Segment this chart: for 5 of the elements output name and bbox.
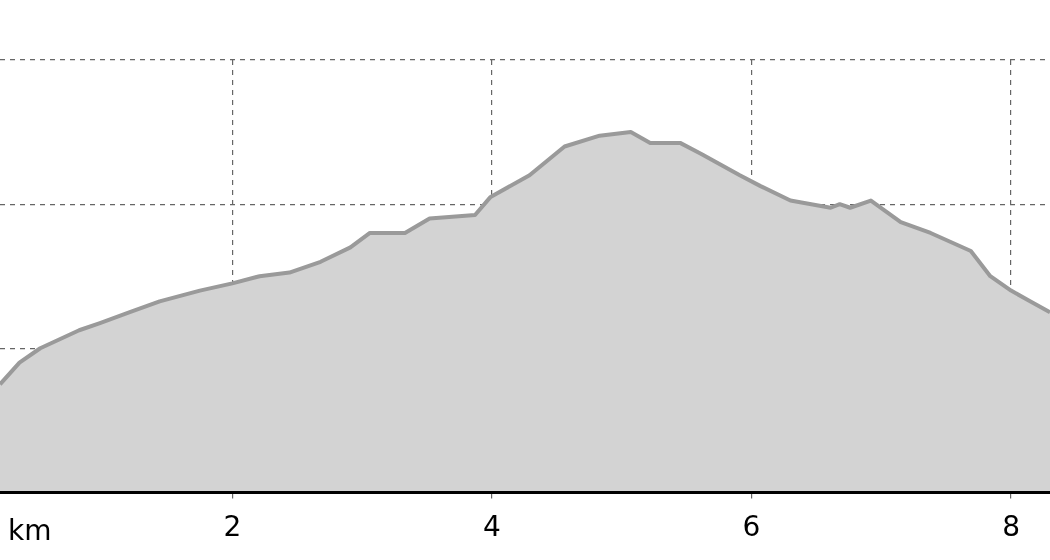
x-tick-label: 6 [742,510,761,544]
x-axis-title: km [8,513,52,547]
x-tick-label: 8 [1002,510,1020,544]
x-tick-label: 4 [482,510,501,544]
x-tick-label: 2 [223,510,242,544]
